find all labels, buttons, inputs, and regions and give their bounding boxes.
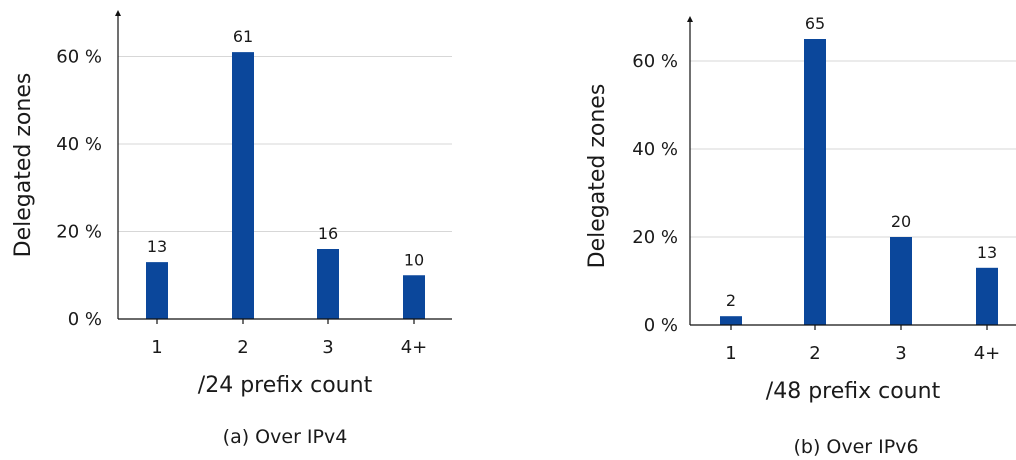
x-tick-label: 3 <box>895 343 906 364</box>
x-tick-label: 1 <box>151 337 162 358</box>
x-tick-label: 4+ <box>974 343 1001 364</box>
y-axis-arrow <box>115 10 121 16</box>
bar <box>146 262 168 319</box>
bar <box>804 39 826 325</box>
y-tick-label: 40 % <box>632 139 678 160</box>
y-axis-arrow <box>687 16 693 22</box>
x-tick-label: 3 <box>322 337 333 358</box>
bar-value-label: 16 <box>318 224 338 243</box>
bar <box>317 249 339 319</box>
panel-caption: (b) Over IPv6 <box>793 436 918 458</box>
x-tick-label: 4+ <box>401 337 428 358</box>
y-tick-label: 60 % <box>632 51 678 72</box>
y-axis-title: Delegated zones <box>585 84 610 269</box>
bar-value-label: 13 <box>147 237 167 256</box>
bar <box>232 52 254 319</box>
panel-caption: (a) Over IPv4 <box>223 426 348 448</box>
x-tick-label: 2 <box>237 337 248 358</box>
y-tick-label: 20 % <box>56 222 102 243</box>
y-tick-label: 40 % <box>56 134 102 155</box>
bar <box>720 316 742 325</box>
bar-value-label: 10 <box>404 250 424 269</box>
y-tick-label: 20 % <box>632 227 678 248</box>
x-tick-label: 1 <box>725 343 736 364</box>
x-axis-title: /48 prefix count <box>766 379 941 404</box>
chart-panel-ipv4: 0 % 20 % 40 % 60 % 13 61 16 10 1 2 3 4+ /24 prefix c… <box>11 10 452 448</box>
y-tick-label: 60 % <box>56 47 102 68</box>
y-tick-label: 0 % <box>68 309 102 330</box>
y-tick-label: 0 % <box>644 315 678 336</box>
bar-value-label: 61 <box>233 27 253 46</box>
bar <box>403 275 425 319</box>
bar <box>890 237 912 325</box>
bar <box>976 267 998 325</box>
bar-value-label: 20 <box>891 212 911 231</box>
bar-value-label: 65 <box>805 14 825 33</box>
chart-panel-ipv6: 0 % 20 % 40 % 60 % 2 65 20 13 1 2 3 4+ /48 prefix co… <box>585 14 1016 458</box>
x-axis-title: /24 prefix count <box>198 373 373 398</box>
bar-value-label: 2 <box>726 291 736 310</box>
y-axis-title: Delegated zones <box>11 73 36 258</box>
bar-value-label: 13 <box>977 243 997 262</box>
x-tick-label: 2 <box>809 343 820 364</box>
